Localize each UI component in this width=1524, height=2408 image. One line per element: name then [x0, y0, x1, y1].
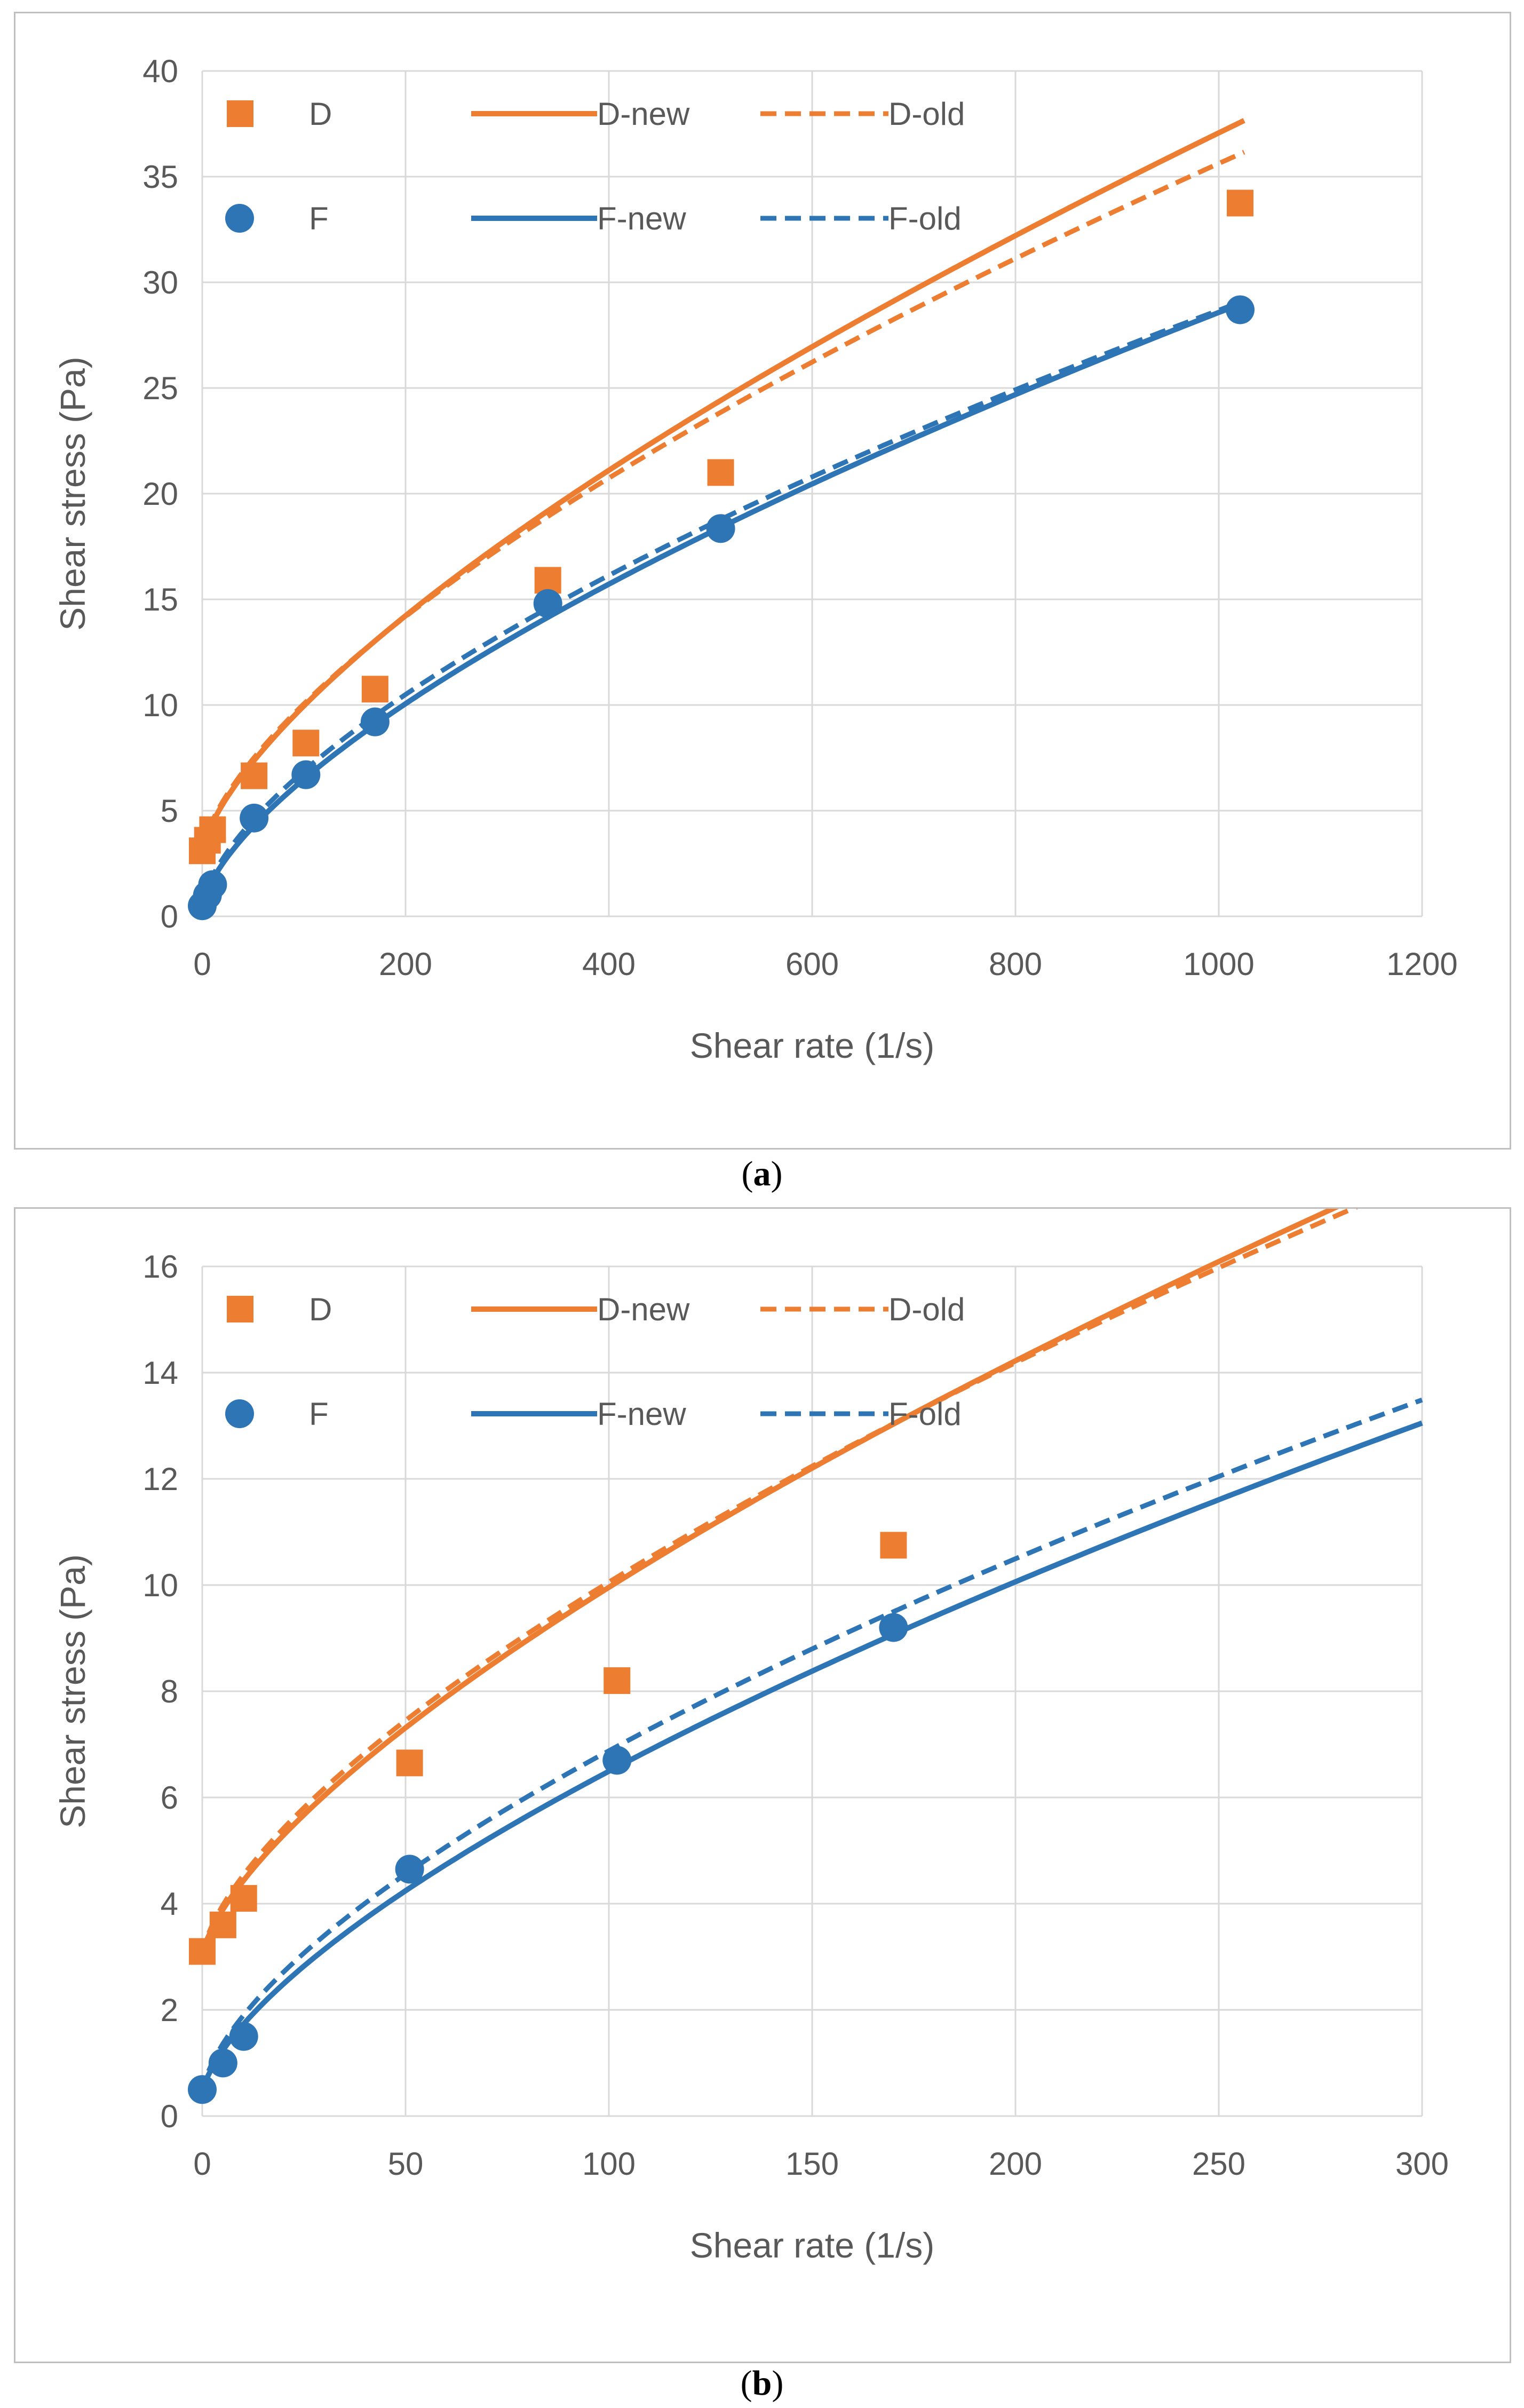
chart-b-point-d-4 — [604, 1667, 631, 1694]
chart-a-legend-f-marker — [225, 204, 254, 233]
chart-a-point-d-2 — [199, 816, 226, 843]
chart-a-ytick-label-5: 25 — [142, 370, 178, 406]
chart-a-point-f-8 — [1226, 295, 1255, 324]
chart-b-legend-dold-label: D-old — [888, 1292, 965, 1327]
chart-a-xtick-label-4: 800 — [989, 946, 1042, 982]
chart-b-legend-dnew-label: D-new — [597, 1292, 690, 1327]
chart-b-xtick-label-1: 50 — [388, 2146, 424, 2182]
chart-a-xtick-label-6: 1200 — [1386, 946, 1457, 982]
chart-a-xtick-label-3: 600 — [785, 946, 839, 982]
chart-b-legend-fnew-label: F-new — [597, 1396, 686, 1432]
chart-a-point-d-8 — [1227, 189, 1254, 217]
caption-b: (b) — [740, 2364, 784, 2403]
chart-panel-a: 0 5 10 15 20 25 30 35 40 0 200 400 600 800 1000 1200 She… — [14, 12, 1511, 1150]
chart-b-point-f-1 — [208, 2048, 237, 2078]
chart-b-point-d-3 — [396, 1749, 423, 1777]
chart-a-point-d-5 — [361, 676, 388, 703]
chart-panel-b: 0 2 4 6 8 10 12 14 16 0 50 100 150 200 250 300 Shear rat… — [14, 1207, 1511, 2363]
chart-a-ytick-label-0: 0 — [161, 899, 178, 934]
chart-b-xtick-label-2: 100 — [582, 2146, 636, 2182]
chart-b-point-d-2 — [230, 1885, 257, 1912]
chart-b-ytick-label-2: 4 — [161, 1886, 178, 1922]
chart-a-line-d-old — [200, 149, 1245, 854]
chart-a-legend-f-label: F — [309, 201, 329, 236]
chart-a-xtick-label-5: 1000 — [1183, 946, 1254, 982]
chart-b-legend-f-marker — [225, 1399, 254, 1428]
chart-a-xlabel: Shear rate (1/s) — [690, 1026, 935, 1065]
chart-a-point-f-6 — [533, 589, 562, 618]
chart-a-point-f-5 — [360, 707, 390, 736]
caption-a: (a) — [741, 1154, 783, 1193]
chart-a-point-f-3 — [240, 803, 269, 833]
chart-a-point-f-4 — [291, 760, 321, 789]
chart-b-point-f-5 — [879, 1613, 908, 1642]
chart-a-point-d-7 — [707, 459, 734, 486]
chart-a-ytick-label-2: 10 — [142, 687, 178, 723]
chart-a-legend-fnew-label: F-new — [597, 201, 686, 236]
chart-a-legend-d-marker — [227, 100, 253, 127]
chart-a-line-d-new — [200, 118, 1245, 854]
chart-a-legend-d-label: D — [309, 96, 332, 132]
chart-a-legend-fold-label: F-old — [888, 201, 962, 236]
chart-b-point-d-1 — [209, 1911, 236, 1938]
chart-b-point-f-4 — [602, 1746, 632, 1775]
chart-b-legend-d-label: D — [309, 1292, 332, 1327]
chart-a-ytick-label-6: 30 — [142, 265, 178, 300]
chart-b-ylabel: Shear stress (Pa) — [53, 1554, 92, 1828]
chart-b-point-f-2 — [229, 2022, 258, 2051]
chart-b-xtick-label-5: 250 — [1192, 2146, 1245, 2182]
chart-a-ytick-label-8: 40 — [142, 53, 178, 89]
chart-b-point-d-5 — [880, 1532, 907, 1559]
chart-b-xlabel: Shear rate (1/s) — [690, 2225, 935, 2265]
chart-a-ytick-label-1: 5 — [161, 793, 178, 829]
chart-b-legend-f-label: F — [309, 1396, 329, 1432]
chart-b-legend-d-marker — [227, 1296, 253, 1322]
caption-b-label: b — [752, 2364, 772, 2403]
chart-a-point-d-4 — [292, 730, 320, 757]
chart-a-ylabel: Shear stress (Pa) — [53, 357, 92, 631]
chart-b-svg: 0 2 4 6 8 10 12 14 16 0 50 100 150 200 250 300 Shear rat… — [53, 1209, 1449, 2265]
chart-a-point-f-7 — [706, 514, 735, 543]
chart-a-ytick-label-4: 20 — [142, 476, 178, 512]
chart-a-xtick-label-2: 400 — [582, 946, 636, 982]
chart-b-ytick-label-5: 10 — [142, 1567, 178, 1603]
chart-a-legend-dnew-label: D-new — [597, 96, 690, 132]
chart-a-legend-dold-label: D-old — [888, 96, 965, 132]
chart-b-ytick-label-1: 2 — [161, 1992, 178, 2028]
chart-a-xtick-label-1: 200 — [379, 946, 432, 982]
chart-b-legend-fold-label: F-old — [888, 1396, 962, 1432]
chart-b-ytick-label-6: 12 — [142, 1461, 178, 1497]
chart-a-xtick-label-0: 0 — [193, 946, 211, 982]
chart-b-ytick-label-3: 6 — [161, 1780, 178, 1816]
chart-b-ytick-label-7: 14 — [142, 1355, 178, 1391]
chart-b-ytick-label-0: 0 — [161, 2098, 178, 2134]
chart-a-line-f-new — [200, 300, 1245, 909]
chart-b-line-f-new — [200, 1420, 1423, 2096]
chart-a-ytick-label-3: 15 — [142, 582, 178, 617]
chart-b-xtick-label-3: 150 — [785, 2146, 839, 2182]
chart-b-point-d-0 — [189, 1938, 216, 1965]
chart-b-line-d-old — [200, 1209, 1359, 1958]
chart-b-xtick-label-4: 200 — [989, 2146, 1042, 2182]
chart-a-ytick-label-7: 35 — [142, 159, 178, 195]
chart-a-line-f-old — [200, 298, 1245, 909]
chart-b-xtick-label-0: 0 — [193, 2146, 211, 2182]
chart-b-ytick-label-8: 16 — [142, 1249, 178, 1285]
chart-b-point-f-0 — [188, 2075, 217, 2104]
chart-a-point-d-3 — [241, 762, 268, 789]
caption-a-label: a — [753, 1154, 771, 1193]
chart-b-xtick-label-6: 300 — [1395, 2146, 1449, 2182]
chart-a-point-f-2 — [198, 870, 227, 899]
chart-b-point-f-3 — [395, 1855, 424, 1884]
chart-b-ytick-label-4: 8 — [161, 1674, 178, 1709]
